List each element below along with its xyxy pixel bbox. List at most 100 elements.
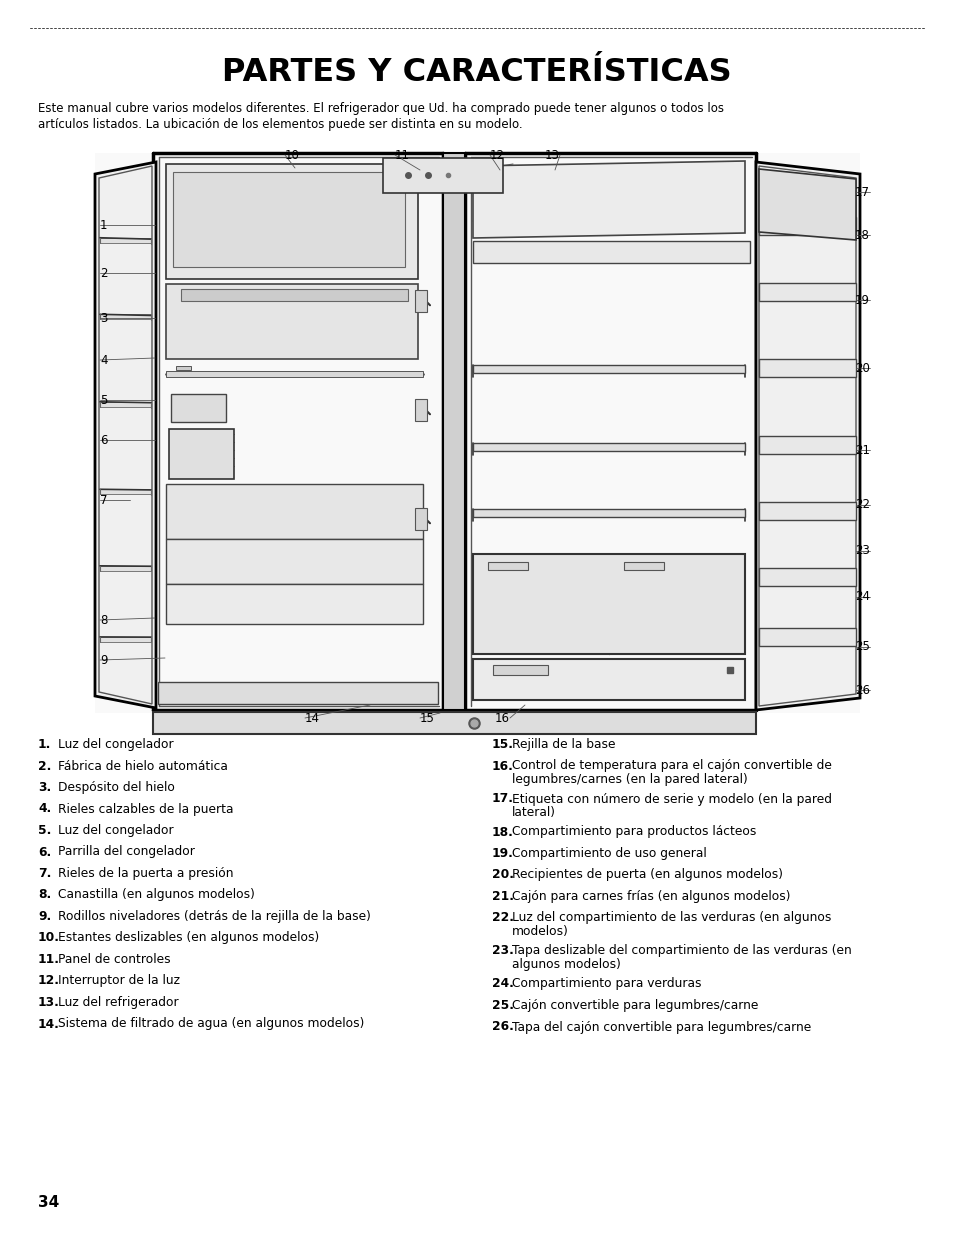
- Text: 22: 22: [854, 498, 869, 511]
- Bar: [759, 283, 855, 300]
- Text: Canastilla (en algunos modelos): Canastilla (en algunos modelos): [58, 889, 254, 901]
- Text: Tapa del cajón convertible para legumbres/carne: Tapa del cajón convertible para legumbre…: [512, 1021, 810, 1033]
- Bar: [166, 371, 422, 377]
- Text: 1: 1: [100, 218, 108, 232]
- Bar: [95, 153, 859, 713]
- Text: 1.: 1.: [38, 738, 51, 751]
- Polygon shape: [755, 162, 859, 711]
- Text: 7: 7: [100, 494, 108, 506]
- Bar: [442, 153, 464, 711]
- Bar: [100, 402, 151, 407]
- Text: 2.: 2.: [38, 759, 51, 773]
- Bar: [166, 284, 417, 360]
- Text: 15: 15: [419, 712, 435, 724]
- Text: Tapa deslizable del compartimiento de las verduras (en: Tapa deslizable del compartimiento de la…: [512, 945, 851, 957]
- Text: 9.: 9.: [38, 910, 51, 923]
- Bar: [488, 562, 527, 570]
- Text: 20: 20: [854, 362, 869, 374]
- Text: 13.: 13.: [38, 996, 60, 1009]
- Text: Luz del compartimiento de las verduras (en algunos: Luz del compartimiento de las verduras (…: [512, 911, 830, 925]
- Text: 21: 21: [854, 444, 869, 456]
- Text: Estantes deslizables (en algunos modelos): Estantes deslizables (en algunos modelos…: [58, 931, 319, 945]
- Text: Rejilla de la base: Rejilla de la base: [512, 738, 615, 751]
- Text: 24.: 24.: [492, 977, 514, 991]
- Bar: [473, 365, 744, 373]
- Bar: [169, 429, 233, 479]
- Text: Recipientes de puerta (en algunos modelos): Recipientes de puerta (en algunos modelo…: [512, 868, 782, 882]
- Text: 9: 9: [100, 653, 108, 667]
- Text: 6: 6: [100, 434, 108, 446]
- Bar: [100, 238, 151, 243]
- Text: 10: 10: [285, 149, 299, 161]
- Text: 8.: 8.: [38, 889, 51, 901]
- Bar: [100, 637, 151, 642]
- Text: Compartimiento para verduras: Compartimiento para verduras: [512, 977, 700, 991]
- Text: 2: 2: [100, 267, 108, 279]
- Text: 11: 11: [395, 149, 410, 161]
- Bar: [175, 366, 191, 370]
- Text: Parrilla del congelador: Parrilla del congelador: [58, 846, 194, 858]
- Text: Compartimiento de uso general: Compartimiento de uso general: [512, 847, 706, 861]
- Bar: [172, 172, 405, 267]
- Text: 16: 16: [495, 712, 510, 724]
- Bar: [100, 490, 151, 495]
- Text: 3: 3: [100, 311, 108, 325]
- Bar: [100, 565, 151, 570]
- Bar: [158, 682, 437, 704]
- Text: 12.: 12.: [38, 975, 60, 987]
- Text: 4: 4: [100, 353, 108, 367]
- Text: 25.: 25.: [492, 999, 514, 1012]
- Text: PARTES Y CARACTERÍSTICAS: PARTES Y CARACTERÍSTICAS: [222, 57, 731, 88]
- Text: Luz del congelador: Luz del congelador: [58, 825, 173, 837]
- Bar: [759, 436, 855, 454]
- Text: 17.: 17.: [492, 792, 514, 806]
- Text: 10.: 10.: [38, 931, 60, 945]
- Polygon shape: [95, 162, 156, 708]
- Text: 19: 19: [854, 294, 869, 306]
- Text: 7.: 7.: [38, 867, 51, 880]
- Bar: [759, 627, 855, 646]
- Text: Cajón para carnes frías (en algunos modelos): Cajón para carnes frías (en algunos mode…: [512, 890, 790, 903]
- Text: 3.: 3.: [38, 781, 51, 794]
- Text: 15.: 15.: [492, 738, 514, 751]
- Text: Luz del congelador: Luz del congelador: [58, 738, 173, 751]
- Bar: [152, 712, 755, 734]
- Text: 5.: 5.: [38, 825, 51, 837]
- Bar: [166, 164, 417, 279]
- Text: 12: 12: [490, 149, 504, 161]
- Bar: [473, 554, 744, 655]
- Bar: [759, 568, 855, 585]
- Bar: [473, 660, 744, 701]
- Text: Control de temperatura para el cajón convertible de: Control de temperatura para el cajón con…: [512, 759, 831, 773]
- Text: Luz del refrigerador: Luz del refrigerador: [58, 996, 178, 1009]
- Text: Rodillos niveladores (detrás de la rejilla de la base): Rodillos niveladores (detrás de la rejil…: [58, 910, 371, 923]
- Text: 25: 25: [854, 641, 869, 653]
- Bar: [382, 157, 502, 193]
- Bar: [171, 394, 226, 422]
- Text: 11.: 11.: [38, 954, 60, 966]
- Text: 14.: 14.: [38, 1018, 60, 1030]
- Text: 17: 17: [854, 186, 869, 198]
- Text: 4.: 4.: [38, 802, 51, 816]
- Text: artículos listados. La ubicación de los elementos puede ser distinta en su model: artículos listados. La ubicación de los …: [38, 118, 522, 131]
- Text: 8: 8: [100, 614, 108, 626]
- Text: 13: 13: [544, 149, 559, 161]
- Text: Panel de controles: Panel de controles: [58, 954, 171, 966]
- Text: Compartimiento para productos lácteos: Compartimiento para productos lácteos: [512, 826, 756, 838]
- Bar: [415, 508, 427, 531]
- Text: Sistema de filtrado de agua (en algunos modelos): Sistema de filtrado de agua (en algunos …: [58, 1018, 364, 1030]
- Text: 6.: 6.: [38, 846, 51, 858]
- Bar: [473, 510, 744, 517]
- Bar: [759, 360, 855, 377]
- Polygon shape: [759, 169, 855, 241]
- Bar: [623, 562, 663, 570]
- Text: lateral): lateral): [512, 806, 556, 818]
- Text: 22.: 22.: [492, 911, 514, 925]
- Text: 19.: 19.: [492, 847, 514, 861]
- Bar: [166, 584, 422, 624]
- Bar: [473, 241, 749, 263]
- Text: modelos): modelos): [512, 925, 568, 937]
- Text: 24: 24: [854, 590, 869, 604]
- Text: Despósito del hielo: Despósito del hielo: [58, 781, 174, 794]
- Text: 5: 5: [100, 393, 108, 407]
